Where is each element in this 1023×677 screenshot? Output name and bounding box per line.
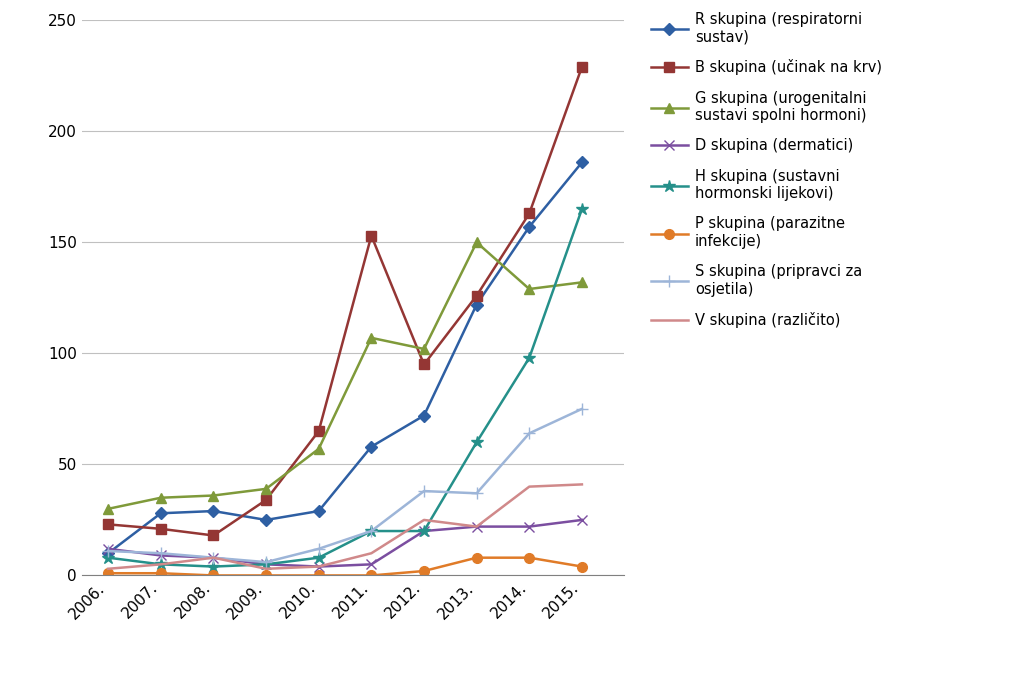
G skupina (urogenitalni
sustavi spolni hormoni) [576,278,588,286]
R skupina (respiratorni
sustav) [576,158,588,167]
D skupina (dermatici) [313,563,325,571]
Line: R skupina (respiratorni
sustav): R skupina (respiratorni sustav) [104,158,586,557]
G skupina (urogenitalni
sustavi spolni hormoni) [365,334,377,342]
H skupina (sustavni
hormonski lijekovi) [471,438,483,446]
P skupina (parazitne
infekcije) [208,571,220,580]
Line: S skupina (pripravci za
osjetila): S skupina (pripravci za osjetila) [102,403,588,569]
S skupina (pripravci za
osjetila) [102,547,115,555]
H skupina (sustavni
hormonski lijekovi) [102,554,115,562]
G skupina (urogenitalni
sustavi spolni hormoni) [471,238,483,246]
R skupina (respiratorni
sustav) [313,507,325,515]
B skupina (učinak na krv) [208,531,220,540]
H skupina (sustavni
hormonski lijekovi) [154,561,167,569]
H skupina (sustavni
hormonski lijekovi) [417,527,430,535]
R skupina (respiratorni
sustav) [417,412,430,420]
G skupina (urogenitalni
sustavi spolni hormoni) [523,285,535,293]
V skupina (različito) [154,561,167,569]
R skupina (respiratorni
sustav) [154,509,167,517]
H skupina (sustavni
hormonski lijekovi) [313,554,325,562]
P skupina (parazitne
infekcije) [523,554,535,562]
Line: B skupina (učinak na krv): B skupina (učinak na krv) [103,62,587,540]
S skupina (pripravci za
osjetila) [260,558,272,566]
H skupina (sustavni
hormonski lijekovi) [365,527,377,535]
D skupina (dermatici) [208,554,220,562]
V skupina (različito) [313,563,325,571]
B skupina (učinak na krv) [154,525,167,533]
R skupina (respiratorni
sustav) [208,507,220,515]
Line: G skupina (urogenitalni
sustavi spolni hormoni): G skupina (urogenitalni sustavi spolni h… [103,238,587,514]
B skupina (učinak na krv) [471,292,483,300]
V skupina (različito) [417,516,430,524]
G skupina (urogenitalni
sustavi spolni hormoni) [313,445,325,453]
V skupina (različito) [523,483,535,491]
R skupina (respiratorni
sustav) [102,549,115,557]
G skupina (urogenitalni
sustavi spolni hormoni) [154,494,167,502]
R skupina (respiratorni
sustav) [365,443,377,451]
P skupina (parazitne
infekcije) [313,571,325,580]
D skupina (dermatici) [417,527,430,535]
D skupina (dermatici) [365,561,377,569]
S skupina (pripravci za
osjetila) [365,527,377,535]
V skupina (različito) [576,481,588,489]
P skupina (parazitne
infekcije) [417,567,430,575]
V skupina (različito) [365,549,377,557]
R skupina (respiratorni
sustav) [260,516,272,524]
R skupina (respiratorni
sustav) [471,301,483,309]
B skupina (učinak na krv) [417,360,430,368]
G skupina (urogenitalni
sustavi spolni hormoni) [102,505,115,513]
S skupina (pripravci za
osjetila) [523,429,535,437]
R skupina (respiratorni
sustav) [523,223,535,231]
H skupina (sustavni
hormonski lijekovi) [260,561,272,569]
Line: P skupina (parazitne
infekcije): P skupina (parazitne infekcije) [103,553,587,580]
S skupina (pripravci za
osjetila) [471,489,483,498]
V skupina (različito) [102,565,115,573]
H skupina (sustavni
hormonski lijekovi) [523,354,535,362]
V skupina (različito) [208,554,220,562]
P skupina (parazitne
infekcije) [154,569,167,577]
S skupina (pripravci za
osjetila) [576,405,588,413]
B skupina (učinak na krv) [576,63,588,71]
P skupina (parazitne
infekcije) [102,569,115,577]
D skupina (dermatici) [260,561,272,569]
B skupina (učinak na krv) [523,209,535,217]
Legend: R skupina (respiratorni
sustav), B skupina (učinak na krv), G skupina (urogenita: R skupina (respiratorni sustav), B skupi… [647,7,886,332]
B skupina (učinak na krv) [102,521,115,529]
V skupina (različito) [471,523,483,531]
G skupina (urogenitalni
sustavi spolni hormoni) [208,492,220,500]
B skupina (učinak na krv) [260,496,272,504]
S skupina (pripravci za
osjetila) [208,554,220,562]
S skupina (pripravci za
osjetila) [417,487,430,495]
Line: H skupina (sustavni
hormonski lijekovi): H skupina (sustavni hormonski lijekovi) [102,203,588,573]
P skupina (parazitne
infekcije) [471,554,483,562]
H skupina (sustavni
hormonski lijekovi) [208,563,220,571]
Line: V skupina (različito): V skupina (različito) [108,485,582,569]
G skupina (urogenitalni
sustavi spolni hormoni) [260,485,272,493]
G skupina (urogenitalni
sustavi spolni hormoni) [417,345,430,353]
S skupina (pripravci za
osjetila) [154,549,167,557]
V skupina (različito) [260,565,272,573]
D skupina (dermatici) [523,523,535,531]
Line: D skupina (dermatici): D skupina (dermatici) [103,515,587,571]
S skupina (pripravci za
osjetila) [313,545,325,553]
B skupina (učinak na krv) [365,232,377,240]
D skupina (dermatici) [471,523,483,531]
D skupina (dermatici) [102,545,115,553]
D skupina (dermatici) [576,516,588,524]
P skupina (parazitne
infekcije) [260,571,272,580]
H skupina (sustavni
hormonski lijekovi) [576,205,588,213]
P skupina (parazitne
infekcije) [576,563,588,571]
D skupina (dermatici) [154,551,167,559]
B skupina (učinak na krv) [313,427,325,435]
P skupina (parazitne
infekcije) [365,571,377,580]
